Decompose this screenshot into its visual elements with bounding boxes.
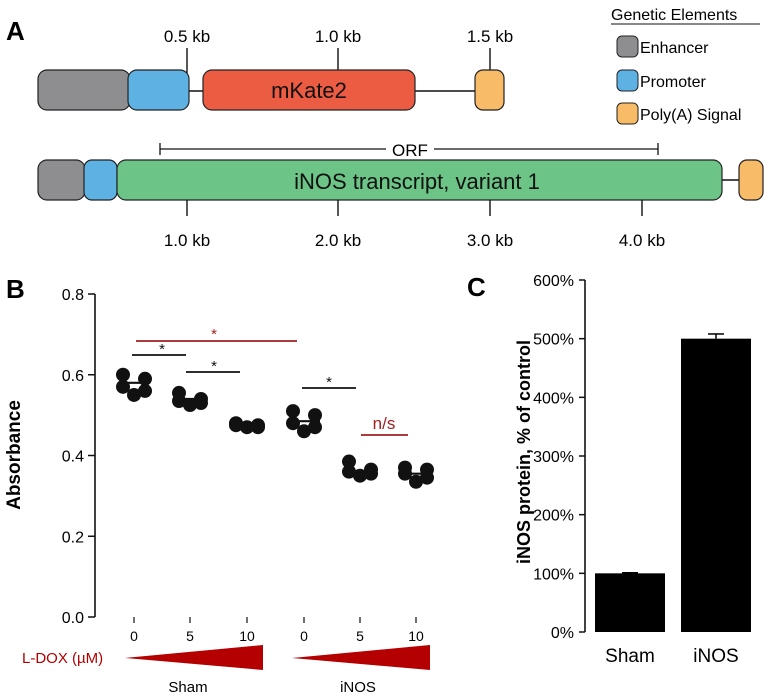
- construct-2-polya: [738, 159, 764, 201]
- legend: Genetic Elements Enhancer Promoter Poly(…: [611, 7, 760, 125]
- data-point-sham-0-2: [116, 379, 130, 394]
- construct-1-enhancer: [37, 69, 131, 111]
- panel-b-ytick-label-0: 0.0: [62, 610, 84, 627]
- dose-label-inos-10: 10: [408, 628, 424, 644]
- data-point-inos-0-0: [286, 404, 300, 419]
- panel-c-label: C: [467, 272, 486, 302]
- construct-2-inos: [116, 159, 723, 201]
- panel-c: C iNOS protein, % of control 0% 100% 200% 3…: [467, 272, 751, 667]
- construct-2: ORF iNOS transcript, variant 1 1.0 kb 2.…: [37, 138, 764, 250]
- group-label-sham: Sham: [168, 679, 207, 696]
- legend-swatch-polya: [616, 102, 639, 125]
- panel-b-points: [116, 367, 434, 489]
- data-point-sham-5-2: [172, 393, 186, 408]
- data-point-sham-5-4: [183, 398, 197, 413]
- bar-label-sham: Sham: [605, 646, 655, 667]
- data-point-inos-5-2: [342, 464, 356, 479]
- data-point-sham-0-4: [127, 387, 141, 402]
- construct-2-inos-label: iNOS transcript, variant 1: [294, 169, 540, 194]
- sig-star-sham5-sham10: *: [211, 358, 217, 375]
- dose-label-sham-0: 0: [130, 628, 138, 644]
- construct-2-tick-label-0: 1.0 kb: [164, 231, 210, 250]
- panel-c-ytick-label-0: 0%: [551, 625, 574, 642]
- construct-1-polya: [474, 69, 505, 111]
- panel-c-ytick-label-4: 400%: [533, 390, 574, 407]
- sig-star-sham0-inos0: *: [211, 326, 217, 343]
- data-point-inos-5-0: [342, 454, 356, 469]
- data-point-inos-0-1: [308, 408, 322, 423]
- data-point-sham-0-3: [138, 383, 152, 398]
- construct-1-mkate2: [202, 69, 416, 111]
- panel-c-y-ticks: 0% 100% 200% 300% 400% 500% 600%: [533, 273, 585, 642]
- data-point-inos-10-4: [409, 474, 423, 489]
- legend-swatch-enhancer: [616, 35, 639, 58]
- construct-2-tick-label-2: 3.0 kb: [467, 231, 513, 250]
- orf-label: ORF: [392, 141, 428, 160]
- panel-b-label: B: [6, 274, 25, 304]
- data-point-sham-10-3: [251, 420, 265, 435]
- panel-a: A 0.5 kb 1.0 kb 1.5 kb mKate2 ORF: [6, 7, 764, 250]
- legend-label-polya: Poly(A) Signal: [640, 107, 741, 124]
- data-point-inos-5-4: [353, 468, 367, 483]
- data-point-inos-0-3: [308, 420, 322, 435]
- legend-label-enhancer: Enhancer: [640, 40, 709, 57]
- construct-1: 0.5 kb 1.0 kb 1.5 kb mKate2: [37, 27, 513, 111]
- legend-label-promoter: Promoter: [640, 74, 706, 91]
- panel-c-ytick-label-3: 300%: [533, 449, 574, 466]
- group-label-inos: iNOS: [340, 679, 376, 696]
- data-point-inos-10-3: [420, 470, 434, 485]
- panel-b-x-ticks: 0 5 10 0 5 10: [130, 617, 424, 644]
- data-point-sham-5-3: [194, 396, 208, 411]
- data-point-inos-0-2: [286, 416, 300, 431]
- panel-a-label: A: [6, 16, 25, 46]
- data-point-sham-0-1: [138, 371, 152, 386]
- data-point-sham-10-4: [240, 420, 254, 435]
- data-point-inos-10-2: [398, 466, 412, 481]
- bar-label-inos: iNOS: [693, 646, 738, 667]
- panel-c-ytick-label-2: 200%: [533, 508, 574, 525]
- data-point-inos-0-4: [297, 424, 311, 439]
- panel-b-ylabel: Absorbance: [4, 400, 25, 510]
- dose-label-inos-0: 0: [300, 628, 308, 644]
- panel-c-ytick-label-6: 600%: [533, 273, 574, 290]
- construct-2-enhancer: [37, 159, 86, 201]
- construct-1-tick-label-0: 0.5 kb: [164, 27, 210, 46]
- data-point-sham-10-2: [229, 418, 243, 433]
- dose-label-sham-5: 5: [186, 628, 194, 644]
- construct-2-promoter: [83, 159, 118, 201]
- construct-1-tick-label-1: 1.0 kb: [315, 27, 361, 46]
- bar-sham: [595, 573, 665, 632]
- orf-label-bg: [386, 138, 434, 160]
- panel-c-ytick-label-1: 100%: [533, 566, 574, 583]
- legend-swatch-promoter: [616, 69, 639, 92]
- construct-2-tick-label-3: 4.0 kb: [619, 231, 665, 250]
- sig-star-sham0-sham5: *: [159, 341, 165, 358]
- construct-1-promoter: [127, 69, 190, 111]
- legend-title: Genetic Elements: [611, 7, 737, 24]
- panel-c-bars: Sham iNOS: [595, 333, 751, 667]
- panel-b-ytick-label-4: 0.8: [62, 287, 84, 304]
- construct-1-mkate2-label: mKate2: [271, 78, 347, 103]
- panel-b-significance: * * * * n/s: [132, 326, 408, 436]
- dose-label-inos-5: 5: [356, 628, 364, 644]
- dose-triangle-inos: [292, 645, 430, 670]
- panel-b: B Absorbance 0.0 0.2 0.4 0.6 0.8 * * * * n/s…: [4, 274, 434, 696]
- data-point-inos-5-3: [364, 466, 378, 481]
- bar-inos: [681, 338, 751, 632]
- panel-b-ytick-label-3: 0.6: [62, 368, 84, 385]
- data-point-sham-0-0: [116, 367, 130, 382]
- construct-2-tick-label-1: 2.0 kb: [315, 231, 361, 250]
- panel-b-y-ticks: 0.0 0.2 0.4 0.6 0.8: [62, 287, 95, 627]
- dose-label-sham-10: 10: [239, 628, 255, 644]
- sig-star-inos0-inos5: *: [326, 374, 332, 391]
- panel-b-ytick-label-2: 0.4: [62, 449, 84, 466]
- panel-b-xlabel: L-DOX (µM): [22, 650, 103, 667]
- panel-b-ytick-label-1: 0.2: [62, 529, 84, 546]
- sig-ns-inos5-inos10: n/s: [373, 414, 396, 433]
- dose-triangle-sham: [125, 645, 263, 670]
- construct-1-tick-label-2: 1.5 kb: [467, 27, 513, 46]
- panel-c-ylabel: iNOS protein, % of control: [514, 340, 534, 564]
- panel-c-ytick-label-5: 500%: [533, 332, 574, 349]
